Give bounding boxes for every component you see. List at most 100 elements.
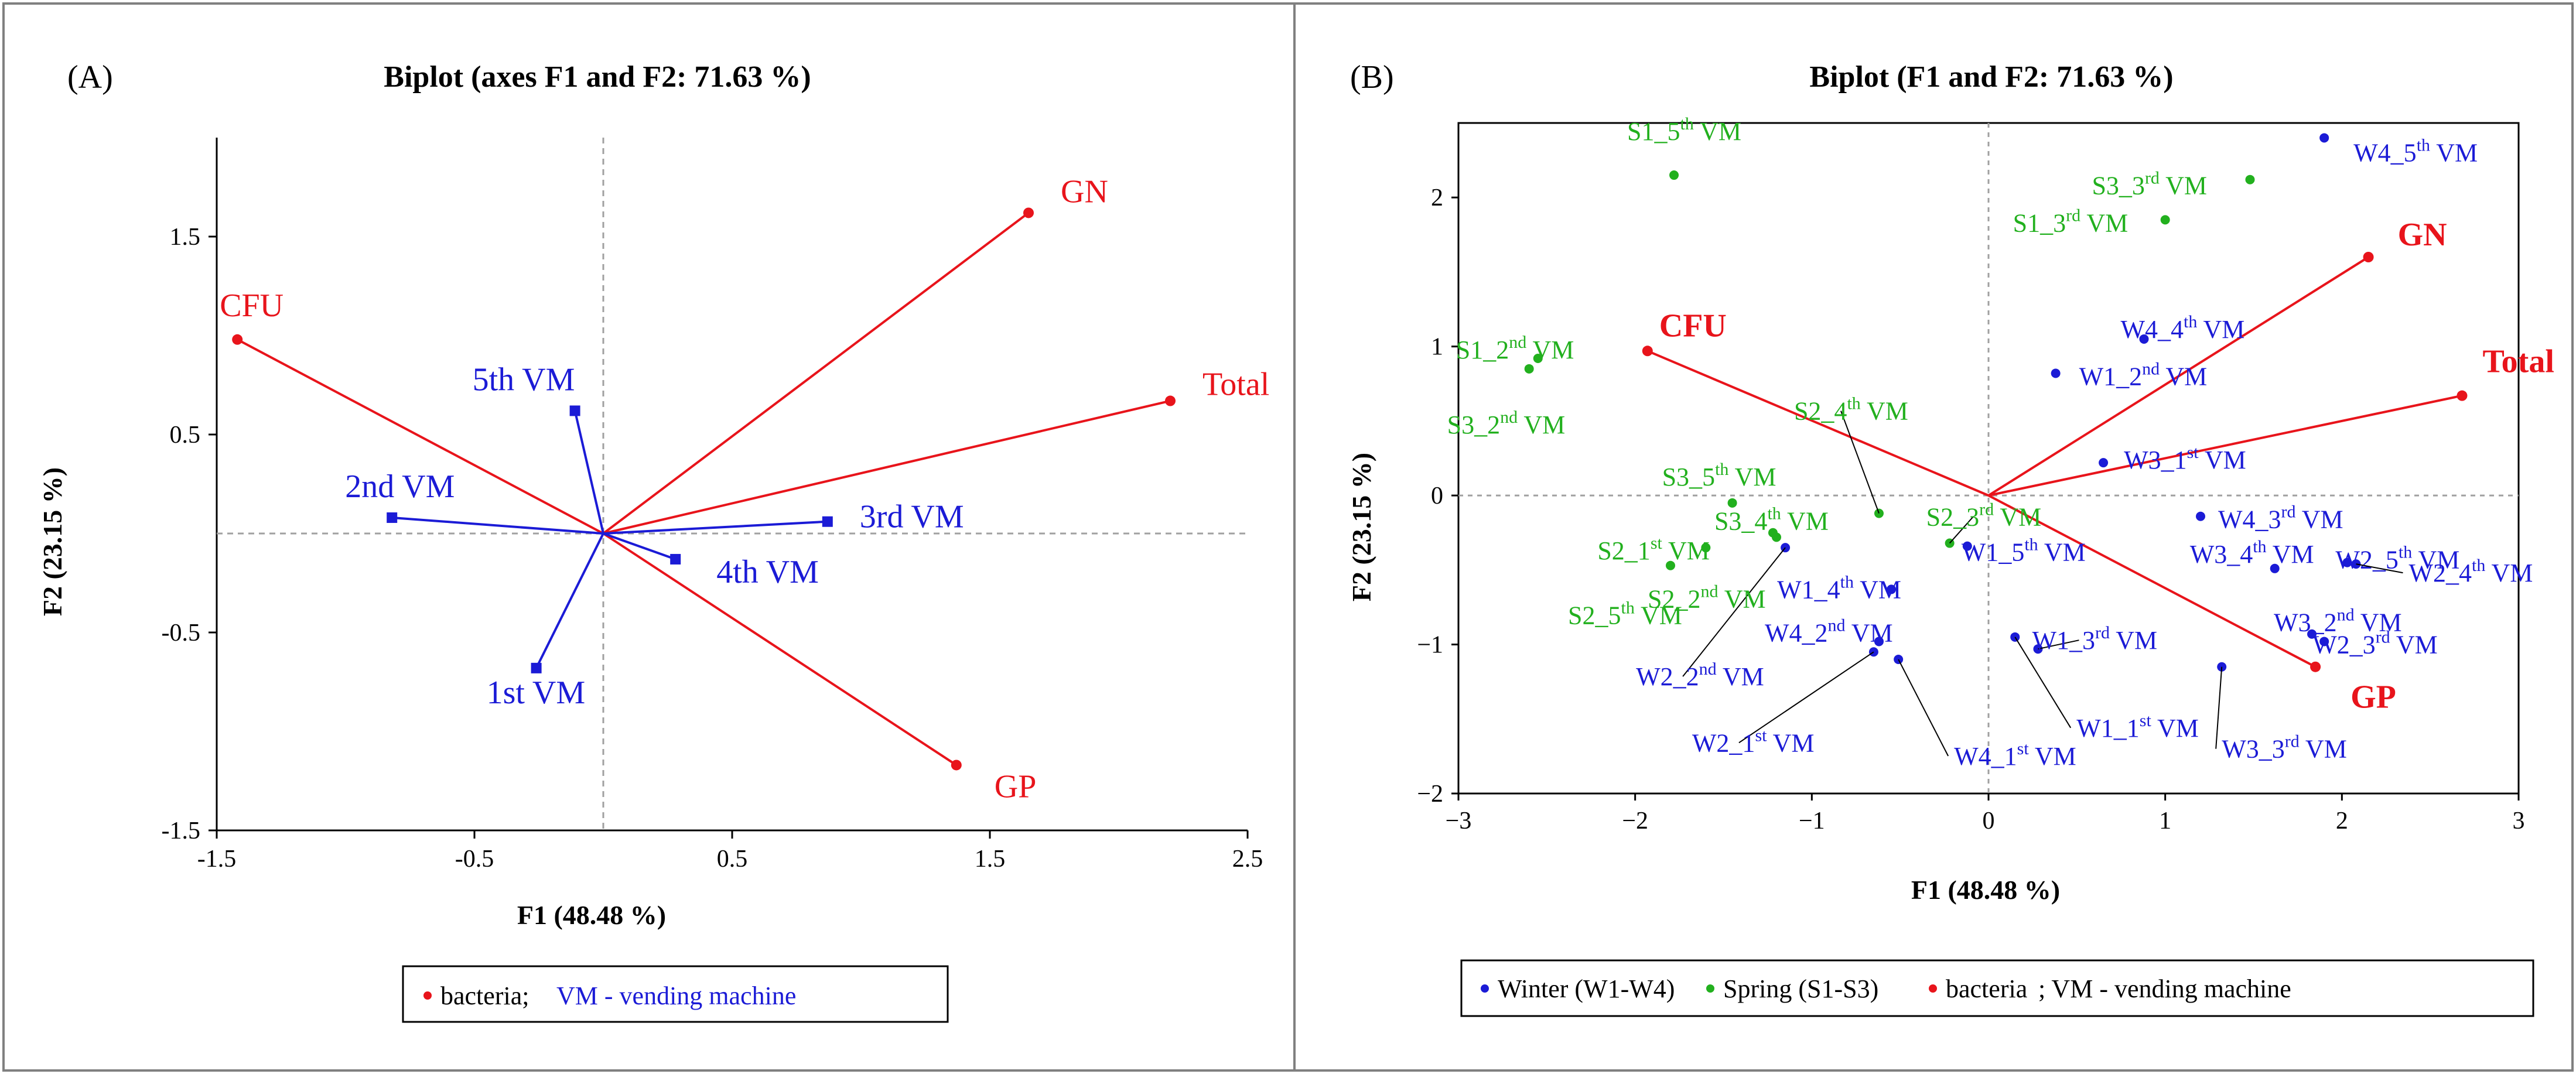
panel-b-spring-label-s2-1: S2_1st VM <box>1597 533 1710 565</box>
panel-b-winter-label-w2-1: W2_1st VM <box>1692 726 1815 757</box>
panel-a-y-axis-title: F2 (23.15 %) <box>37 467 67 616</box>
panel-a-label-gn: GN <box>1061 173 1108 210</box>
panel-b-winter-point-w4-4 <box>2139 334 2149 344</box>
panel-b-vector-total <box>1988 394 2462 497</box>
panel-b-winter-leader-w2-2 <box>1682 547 1786 677</box>
panel-b-winter-point-w1-5 <box>1962 541 1972 551</box>
panel-b-label-gp: GP <box>2350 679 2396 716</box>
panel-b-legend: Winter (W1-W4) Spring (S1-S3) bacteria ;… <box>1460 959 2534 1017</box>
panel-b-title: Biplot (F1 and F2: 71.63 %) <box>1809 60 2173 94</box>
panel-b-winter-label-w4-3: W4_3rd VM <box>2218 502 2343 534</box>
panel-b-spring-point-s2-5 <box>1666 560 1675 570</box>
panel-a-point-2nd-vm <box>387 512 398 523</box>
panel-b-winter-leader-w3-3 <box>2215 666 2223 749</box>
panel-b-winter-point-w2-3 <box>2319 637 2329 647</box>
panel-b-winter-point-w4-5 <box>2319 133 2329 143</box>
panel-b-legend-vm-text: ; VM - vending machine <box>2038 974 2291 1003</box>
panel-b-winter-label-w2-5: W2_5th VM <box>2335 543 2459 574</box>
panel-b-winter-label-w3-3: W3_3rd VM <box>2222 732 2347 764</box>
panel-a-y-tick-label: 1.5 <box>170 224 201 251</box>
panel-a-vector-4th-vm <box>603 532 676 560</box>
panel-b-winter-point-w1-2 <box>2051 368 2061 378</box>
panel-a-x-axis-title: F1 (48.48 %) <box>517 900 666 930</box>
panel-b-winter-label-w1-5: W1_5th VM <box>1962 535 2086 567</box>
panel-b-legend-bacteria-text: bacteria <box>1946 974 2027 1003</box>
panel-b-point-cfu <box>1642 346 1653 357</box>
panel-b-winter-leader-w2-1 <box>1738 651 1874 744</box>
panel-a-label-1st-vm: 1st VM <box>487 675 586 711</box>
panel-a-vector-3rd-vm <box>603 520 828 535</box>
panel-b-marks: GN Total CFU GP W4_5th VM W4_4th VM W1_2nd VM W… <box>1447 114 2554 771</box>
panel-b-spring-label-s2-2: S2_2nd VM <box>1648 582 1766 613</box>
panel-a-label: (A) <box>67 59 113 95</box>
panel-a-point-4th-vm <box>670 553 681 565</box>
panel-b-x-axis-title: F1 (48.48 %) <box>1911 875 2060 905</box>
panel-b-winter-label-w3-1: W3_1st VM <box>2124 443 2246 474</box>
panel-b-spring-point-s3-2 <box>1524 364 1534 374</box>
panel-b-spring-point-s1-2 <box>1533 354 1543 364</box>
panel-b-vector-gp <box>1988 494 2317 668</box>
panel-b-y-tick-label: 2 <box>1431 184 1443 211</box>
panel-b-point-gp <box>2310 661 2321 672</box>
panel-b-winter-leader-w4-1 <box>1898 659 1949 757</box>
panel-b-legend-winter-text: Winter (W1-W4) <box>1498 974 1675 1003</box>
panel-b-spring-point-s3-3 <box>2245 175 2255 184</box>
panel-b-winter-point-w4-2 <box>1874 637 1884 647</box>
panel-a-title: Biplot (axes F1 and F2: 71.63 %) <box>384 60 811 94</box>
panel-b-spring-point-s1-3 <box>2160 215 2170 225</box>
panel-a-label-cfu: CFU <box>220 288 283 324</box>
panel-b-winter-label-w1-4: W1_4th VM <box>1777 572 1901 604</box>
panel-a-x-tick-label: 2.5 <box>1232 846 1263 873</box>
panel-b: (B) Biplot (F1 and F2: 71.63 %) −3 −2 −1 0 1… <box>1347 59 2554 1017</box>
panel-b-point-gn <box>2363 252 2374 262</box>
panel-a-legend-bacteria-marker <box>423 991 432 1000</box>
panel-a-y-tick-label: 0.5 <box>170 422 201 449</box>
panel-b-spring-label-s2-4: S2_4th VM <box>1794 394 1908 426</box>
panel-b-winter-label-w4-5: W4_5th VM <box>2353 135 2478 167</box>
panel-a-vector-gp <box>602 532 957 767</box>
panel-b-winter-leader-w1-3 <box>2038 639 2079 650</box>
panel-b-winter-leader-w2-4 <box>2356 563 2403 574</box>
panel-a-x-tick-label: 0.5 <box>717 846 748 873</box>
panel-b-winter-label-w1-2: W1_2nd VM <box>2079 359 2208 391</box>
panel-b-label: (B) <box>1350 59 1394 95</box>
panel-b-spring-label-s3-2: S3_2nd VM <box>1447 408 1566 439</box>
panel-a-vector-2nd-vm <box>392 516 604 535</box>
panel-b-y-tick-label: −2 <box>1417 781 1443 808</box>
panel-b-spring-point-s1-5 <box>1669 170 1679 180</box>
panel-a-vector-gn <box>602 211 1030 535</box>
panel-b-winter-point-w4-3 <box>2196 511 2205 521</box>
panel-b-spring-point-s2-2 <box>1772 532 1781 542</box>
panel-b-legend-box <box>1460 959 2534 1017</box>
panel-b-winter-label-w4-4: W4_4th VM <box>2120 312 2244 344</box>
panel-b-legend-bacteria-marker <box>1929 984 1937 993</box>
panel-a-label-5th-vm: 5th VM <box>473 361 575 398</box>
panel-a-legend: bacteria; VM - vending machine <box>402 965 949 1023</box>
panel-a-marks: GN Total CFU GP 5th VM 2nd VM 3rd VM 4th VM 1st … <box>220 173 1269 805</box>
panel-a: (A) Biplot (axes F1 and F2: 71.63 %) -1.… <box>37 59 1269 1023</box>
panel-b-winter-point-w3-2 <box>2307 629 2317 639</box>
panel-b-y-tick-label: 1 <box>1431 334 1443 361</box>
panel-b-spring-label-s1-3: S1_3rd VM <box>2013 206 2129 237</box>
panel-a-vector-5th-vm <box>573 410 604 534</box>
panel-a-x-tick-label: -0.5 <box>455 846 494 873</box>
panel-a-point-1st-vm <box>531 662 542 673</box>
panel-b-spring-label-s2-3: S2_3rd VM <box>1926 500 2042 532</box>
panel-b-spring-point-s3-5 <box>1727 498 1737 508</box>
panel-b-x-tick-label: 0 <box>1983 808 1995 834</box>
panel-a-legend-box <box>402 965 949 1023</box>
panel-b-label-total: Total <box>2482 344 2554 380</box>
panel-b-y-tick-label: 0 <box>1431 483 1443 509</box>
panel-b-y-tick-label: −1 <box>1417 632 1443 659</box>
panel-a-legend-vm-text: VM - vending machine <box>556 981 796 1010</box>
panel-b-legend-spring-marker <box>1706 984 1714 993</box>
panel-b-spring-label-s1-5: S1_5th VM <box>1627 114 1741 146</box>
panel-b-x-tick-label: 3 <box>2513 808 2525 834</box>
panel-b-winter-label-w2-4: W2_4th VM <box>2408 556 2533 587</box>
panel-a-axes: -1.5 -0.5 0.5 1.5 2.5 -1.5 -0.5 0.5 1.5 <box>162 138 1263 873</box>
panel-b-x-tick-label: 2 <box>2336 808 2348 834</box>
panel-a-label-2nd-vm: 2nd VM <box>345 468 455 505</box>
